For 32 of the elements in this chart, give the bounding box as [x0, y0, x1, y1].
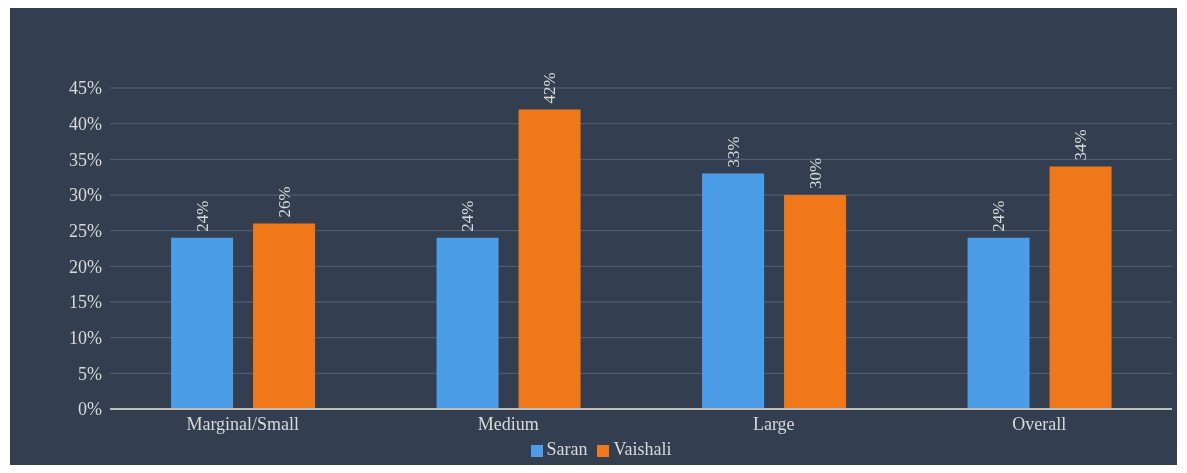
y-tick-label: 40% [69, 114, 102, 135]
y-tick-label: 35% [69, 149, 102, 170]
x-tick-label: Medium [477, 413, 539, 434]
data-label: 34% [1071, 129, 1091, 161]
data-label: 30% [805, 157, 825, 189]
data-label: 24% [458, 200, 478, 232]
x-tick-label: Overall [1012, 413, 1067, 434]
y-tick-label: 0% [78, 399, 102, 420]
y-tick-label: 5% [78, 363, 102, 384]
y-tick-label: 45% [69, 78, 102, 99]
x-tick-label: Large [752, 413, 795, 434]
y-tick-label: 10% [69, 328, 102, 349]
data-label: 42% [540, 72, 560, 104]
data-label: 33% [723, 136, 743, 168]
x-tick-label: Marginal/Small [186, 413, 300, 434]
y-tick-label: 15% [69, 292, 102, 313]
legend-label: Vaishali [613, 439, 672, 459]
y-tick-label: 20% [69, 256, 102, 277]
legend-label: Saran [546, 439, 588, 459]
bar [1049, 166, 1112, 409]
bar [253, 223, 316, 409]
data-label: 24% [989, 200, 1009, 232]
data-label: 26% [274, 186, 294, 218]
bar [436, 237, 499, 409]
bar [967, 237, 1030, 409]
bar [702, 173, 765, 409]
bar [171, 237, 234, 409]
data-label: 24% [192, 200, 212, 232]
bar [784, 195, 847, 409]
y-tick-label: 30% [69, 185, 102, 206]
y-tick-label: 25% [69, 221, 102, 242]
bar [518, 109, 581, 409]
